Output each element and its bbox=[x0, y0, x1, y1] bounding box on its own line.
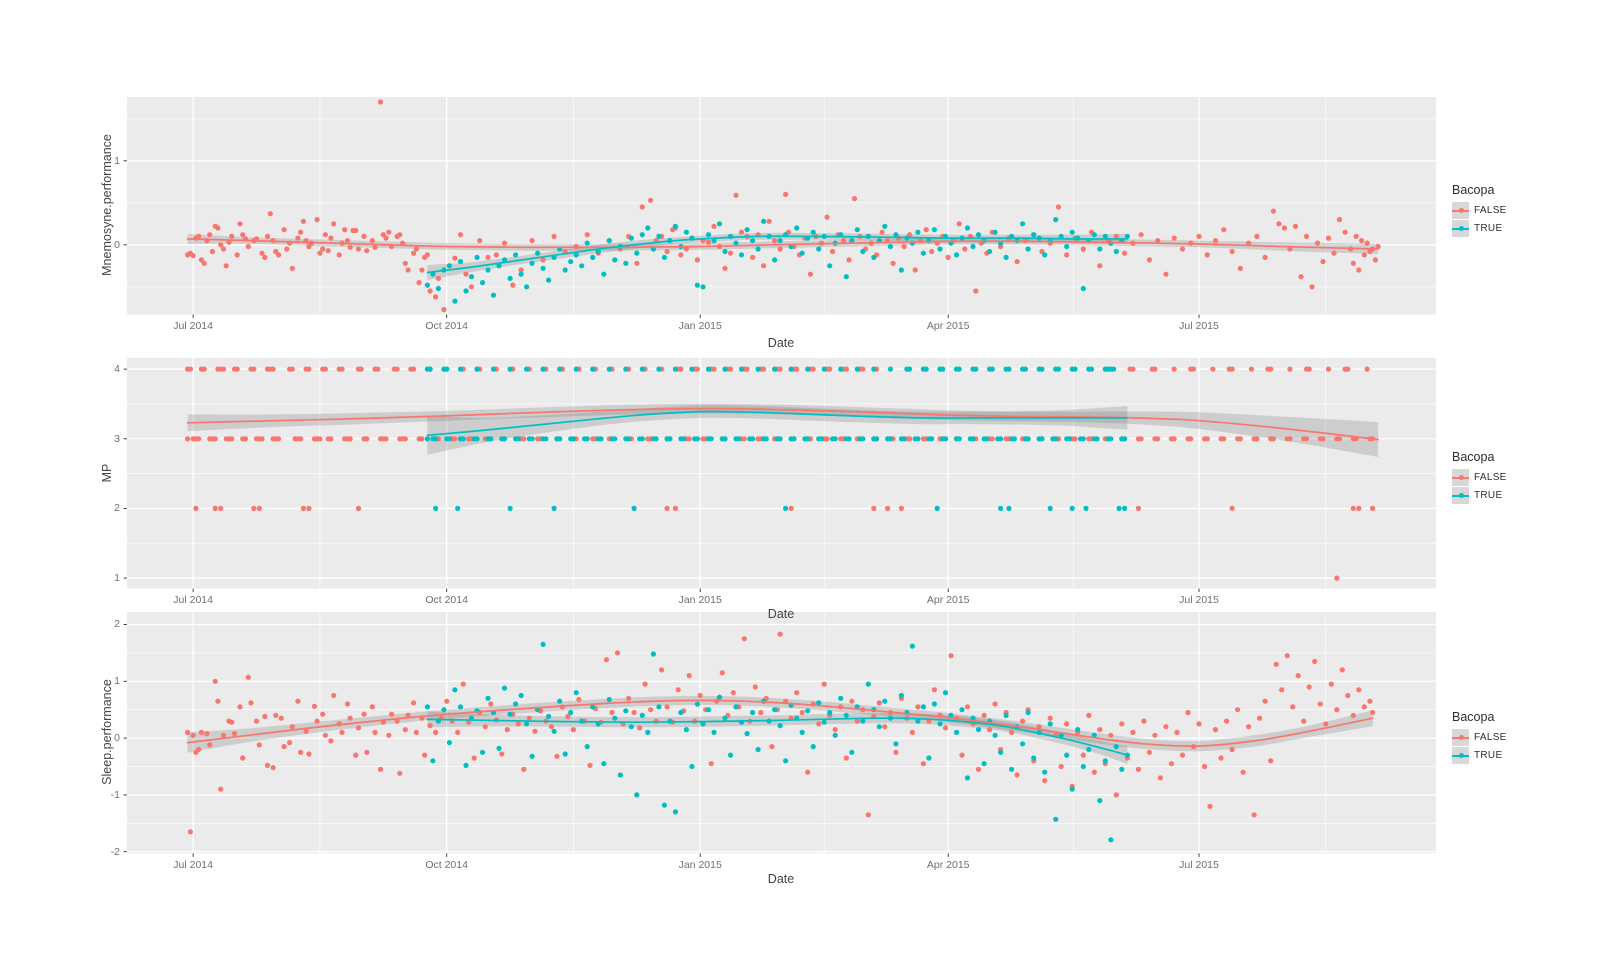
legend-label-false: FALSE bbox=[1474, 732, 1507, 743]
smooth-line-true bbox=[426, 235, 1129, 274]
legend-title: Bacopa bbox=[1452, 183, 1495, 197]
tick-marks bbox=[123, 368, 1200, 592]
bacopa-legend-3: Bacopa FALSE TRUE bbox=[1452, 710, 1582, 765]
tick-marks bbox=[123, 160, 1200, 318]
tick-marks bbox=[123, 624, 1200, 857]
grid-minor bbox=[127, 97, 1436, 315]
y-axis-title-sleep: Sleep.performance bbox=[100, 679, 114, 785]
legend-entry-true: TRUE bbox=[1452, 220, 1582, 237]
x-axis-title-date-2: Date bbox=[767, 607, 795, 621]
legend-entry-false: FALSE bbox=[1452, 469, 1582, 486]
legend-entry-false: FALSE bbox=[1452, 202, 1582, 219]
x-axis-title-date-3: Date bbox=[767, 872, 795, 886]
smooth-line-false bbox=[186, 699, 1374, 747]
legend-label-true: TRUE bbox=[1474, 490, 1503, 501]
ci-ribbon-false bbox=[187, 695, 1373, 753]
bacopa-legend-1: Bacopa FALSE TRUE bbox=[1452, 183, 1582, 238]
legend-key-true-icon bbox=[1452, 747, 1469, 764]
legend-key-false-icon bbox=[1452, 729, 1469, 746]
y-axis-title-mnemosyne: Mnemosyne.performance bbox=[100, 134, 114, 276]
legend-key-false-icon bbox=[1452, 469, 1469, 486]
chart-2 bbox=[123, 358, 1436, 592]
legend-label-true: TRUE bbox=[1474, 223, 1503, 234]
legend-entry-true: TRUE bbox=[1452, 747, 1582, 764]
points-false bbox=[185, 631, 1376, 835]
legend-key-false-icon bbox=[1452, 202, 1469, 219]
legend-key-true-icon bbox=[1452, 487, 1469, 504]
panel-background bbox=[127, 358, 1436, 589]
grid-major bbox=[127, 612, 1436, 854]
x-axis-title-date-1: Date bbox=[767, 336, 795, 350]
legend-title: Bacopa bbox=[1452, 450, 1495, 464]
panel-background bbox=[127, 97, 1436, 315]
chart-1 bbox=[123, 97, 1436, 318]
smooth-line-false bbox=[186, 238, 1379, 250]
grid-minor bbox=[127, 612, 1436, 854]
points-true bbox=[424, 641, 1130, 843]
legend-title: Bacopa bbox=[1452, 710, 1495, 724]
smooth-line-false bbox=[186, 407, 1379, 441]
points-true bbox=[424, 366, 1128, 511]
legend-label-false: FALSE bbox=[1474, 205, 1507, 216]
bacopa-legend-2: Bacopa FALSE TRUE bbox=[1452, 450, 1582, 505]
panel-background bbox=[127, 612, 1436, 854]
legend-entry-false: FALSE bbox=[1452, 729, 1582, 746]
grid-minor bbox=[127, 358, 1436, 589]
ci-ribbon-true bbox=[427, 711, 1128, 765]
smooth-line-true bbox=[426, 410, 1129, 437]
smooth-line-true bbox=[426, 717, 1129, 756]
legend-label-true: TRUE bbox=[1474, 750, 1503, 761]
legend-entry-true: TRUE bbox=[1452, 487, 1582, 504]
ci-ribbon-true bbox=[427, 232, 1128, 281]
chart-3 bbox=[123, 612, 1436, 857]
legend-key-true-icon bbox=[1452, 220, 1469, 237]
y-axis-title-mp: MP bbox=[100, 463, 114, 483]
legend-label-false: FALSE bbox=[1474, 472, 1507, 483]
